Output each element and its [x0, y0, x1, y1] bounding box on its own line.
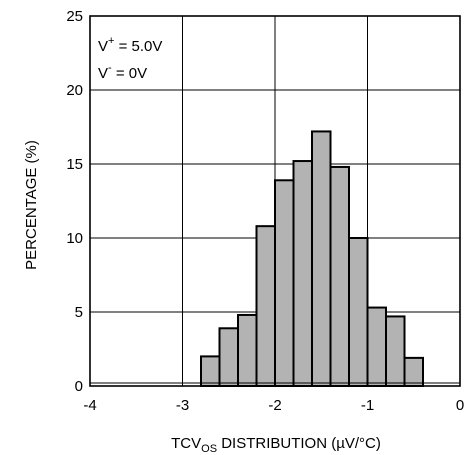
bar-0 — [200, 355, 221, 387]
annotation-vplus: V+ = 5.0V — [98, 35, 162, 55]
bar-8 — [348, 237, 369, 387]
bar-7 — [329, 165, 350, 387]
bar-2 — [237, 313, 258, 387]
x-tick-label: 0 — [456, 397, 464, 414]
bar-10 — [385, 315, 406, 387]
bars — [200, 130, 424, 388]
x-tick-label: -4 — [83, 397, 96, 414]
bar-6 — [311, 130, 332, 387]
bar-5 — [292, 160, 313, 387]
plot-frame — [89, 15, 461, 387]
y-tick-label: 15 — [66, 156, 83, 173]
x-tick-label: -2 — [268, 397, 281, 414]
x-tick-labels: -4 -3 -2 -1 0 — [83, 397, 464, 414]
y-tick-label: 5 — [75, 304, 83, 321]
x-axis-label: TCVOS DISTRIBUTION (µV/°C) — [171, 435, 381, 455]
x-tick-label: -3 — [176, 397, 189, 414]
bar-9 — [366, 306, 387, 387]
annotation-vminus: V- = 0V — [98, 62, 147, 82]
y-tick-label: 20 — [66, 82, 83, 99]
y-tick-labels: 0 5 10 15 20 25 — [66, 8, 83, 395]
y-tick-label: 25 — [66, 8, 83, 25]
bar-1 — [218, 327, 239, 387]
annotations: V+ = 5.0V V- = 0V — [98, 35, 162, 82]
bar-4 — [274, 179, 295, 387]
bar-11 — [403, 356, 424, 388]
bar-3 — [255, 225, 276, 387]
x-tick-label: -1 — [361, 397, 374, 414]
y-axis-label: PERCENTAGE (%) — [23, 140, 40, 270]
y-tick-label: 0 — [75, 378, 83, 395]
y-tick-label: 10 — [66, 230, 83, 247]
